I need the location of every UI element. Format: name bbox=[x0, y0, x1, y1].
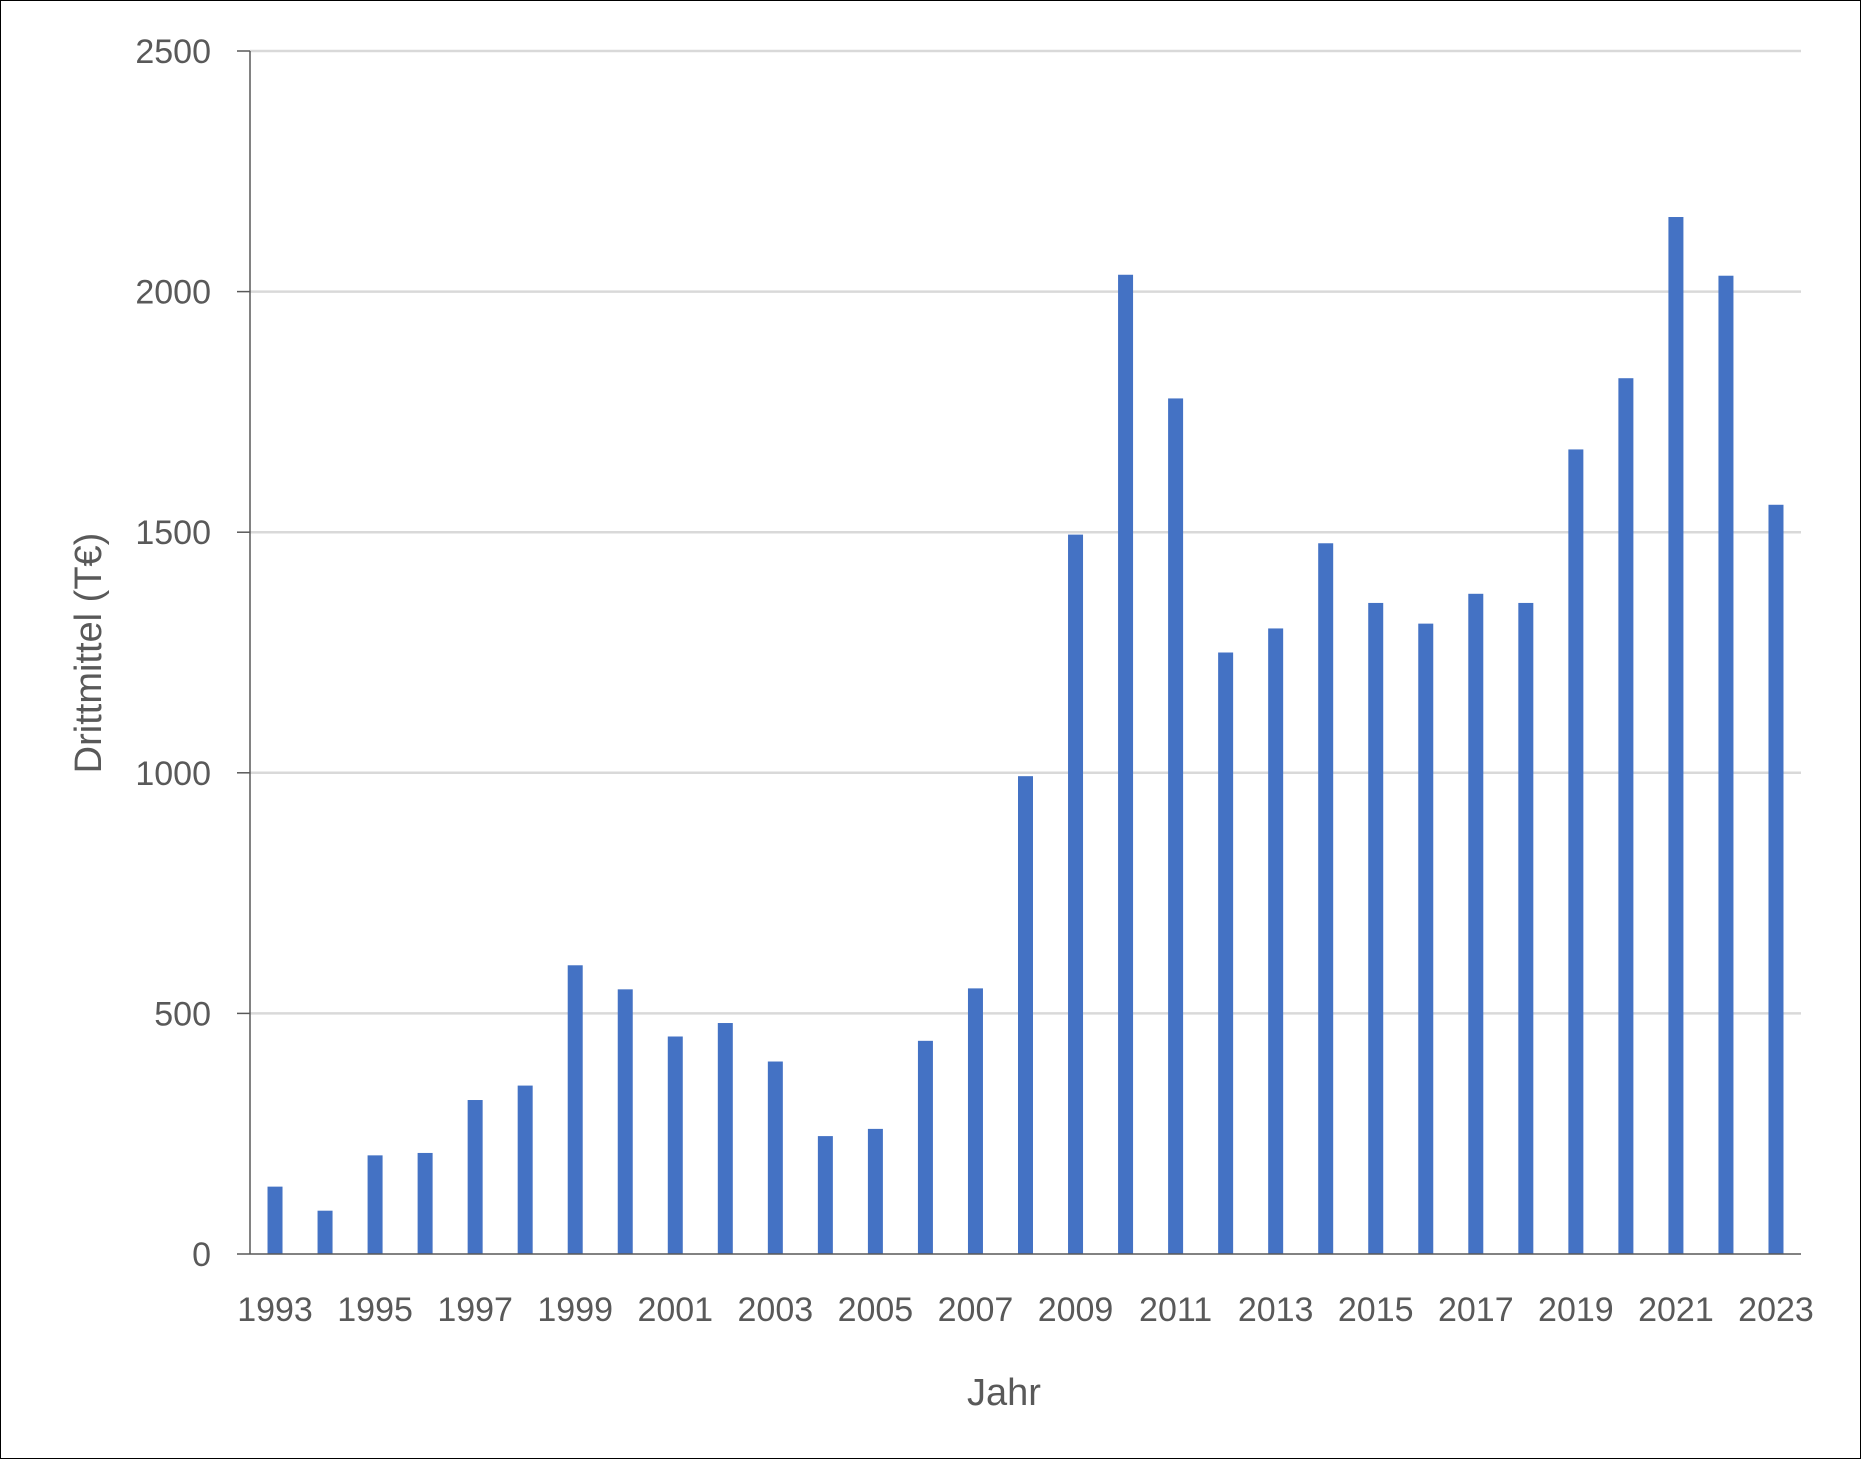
bar-1995 bbox=[367, 1155, 383, 1254]
bar-2010 bbox=[1118, 274, 1134, 1254]
x-tick-label: 2021 bbox=[1638, 1291, 1714, 1329]
x-axis-title: Jahr bbox=[967, 1372, 1041, 1414]
axes bbox=[237, 50, 1801, 1255]
bar-1999 bbox=[567, 965, 583, 1254]
x-tick-label: 2023 bbox=[1738, 1291, 1814, 1329]
y-tick-labels: 0 500 1000 1500 2000 2500 bbox=[135, 33, 211, 1274]
x-tick-label: 2011 bbox=[1139, 1291, 1212, 1329]
x-tick-label: 1995 bbox=[337, 1291, 413, 1329]
y-tick-label: 500 bbox=[154, 995, 211, 1033]
bar-2004 bbox=[817, 1136, 833, 1254]
y-tick-label: 2000 bbox=[135, 274, 211, 312]
x-tick-label: 2007 bbox=[938, 1291, 1014, 1329]
bar-1998 bbox=[517, 1085, 533, 1254]
bar-2008 bbox=[1018, 776, 1033, 1254]
bar-2003 bbox=[767, 1061, 783, 1254]
x-tick-label: 1997 bbox=[437, 1291, 513, 1329]
bar-2017 bbox=[1468, 593, 1484, 1254]
bar-2001 bbox=[667, 1036, 683, 1254]
y-tick-label: 1500 bbox=[135, 514, 211, 552]
y-axis-title: Drittmittel (T€) bbox=[68, 533, 110, 774]
x-tick-label: 2003 bbox=[738, 1291, 814, 1329]
x-tick-label: 1993 bbox=[237, 1291, 313, 1329]
bar-2013 bbox=[1268, 628, 1284, 1254]
bar-2014 bbox=[1318, 543, 1334, 1254]
bar-1996 bbox=[417, 1152, 433, 1254]
bar-2019 bbox=[1568, 449, 1584, 1254]
y-tick-label: 1000 bbox=[135, 755, 211, 793]
bar-2021 bbox=[1668, 217, 1684, 1254]
bar-2020 bbox=[1618, 378, 1634, 1254]
bar-2002 bbox=[717, 1023, 733, 1254]
gridlines bbox=[250, 49, 1801, 1015]
bar-2015 bbox=[1368, 602, 1384, 1254]
x-tick-label: 2009 bbox=[1038, 1291, 1114, 1329]
bar-2000 bbox=[617, 989, 633, 1254]
bar-2022 bbox=[1718, 275, 1734, 1254]
x-tick-label: 2017 bbox=[1438, 1291, 1514, 1329]
bar-2018 bbox=[1518, 602, 1534, 1254]
x-tick-label: 2019 bbox=[1538, 1291, 1614, 1329]
x-tick-label: 2013 bbox=[1238, 1291, 1314, 1329]
bar-1993 bbox=[267, 1186, 283, 1254]
bar-2023 bbox=[1768, 504, 1784, 1254]
x-tick-labels: 1993 1995 1997 1999 2001 2003 2005 2007 2009 2011… bbox=[237, 1291, 1814, 1329]
bar-2011 bbox=[1168, 398, 1184, 1254]
x-tick-label: 1999 bbox=[537, 1291, 613, 1329]
bar-1997 bbox=[467, 1100, 483, 1254]
bars bbox=[267, 217, 1784, 1254]
x-tick-label: 2001 bbox=[637, 1291, 713, 1329]
y-tick-label: 0 bbox=[192, 1236, 211, 1274]
x-tick-label: 2015 bbox=[1338, 1291, 1414, 1329]
bar-2009 bbox=[1068, 534, 1084, 1254]
bar-2005 bbox=[867, 1128, 883, 1254]
bar-2016 bbox=[1418, 623, 1434, 1254]
x-tick-label: 2005 bbox=[838, 1291, 914, 1329]
bar-2006 bbox=[917, 1040, 933, 1254]
y-tick-label: 2500 bbox=[135, 33, 211, 71]
bar-2007 bbox=[967, 988, 983, 1254]
bar-1994 bbox=[317, 1210, 333, 1254]
bar-2012 bbox=[1218, 652, 1234, 1254]
